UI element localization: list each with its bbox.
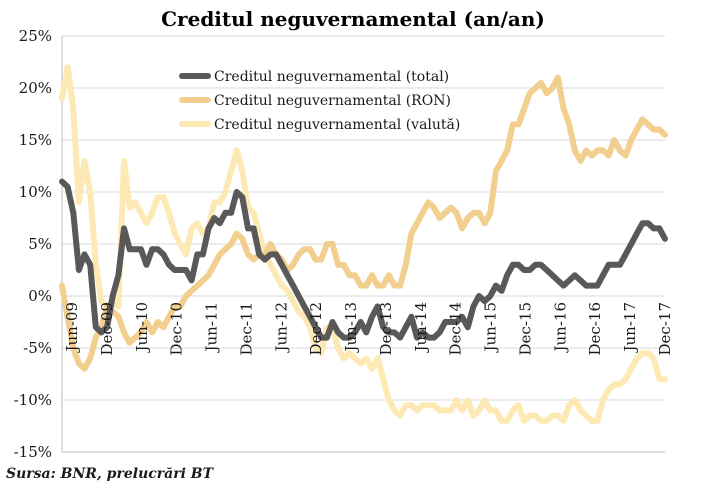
series-lines <box>59 64 668 424</box>
x-tick-label: Dec-10 <box>168 302 186 355</box>
y-tick-label: 25% <box>19 27 52 45</box>
y-tick-label: 10% <box>19 183 52 201</box>
x-tick-label: Jun-10 <box>133 302 151 354</box>
legend-label: Creditul neguvernamental (valută) <box>214 117 460 133</box>
x-tick-label: Dec-12 <box>307 302 325 355</box>
x-tick-label: Dec-13 <box>377 302 395 355</box>
source-note: Sursa: BNR, prelucrări BT <box>6 466 215 482</box>
x-tick-label: Jun-15 <box>482 302 500 354</box>
series-line-0 <box>59 178 668 341</box>
x-tick-labels: Jun-09 Dec-09 Jun-10 Dec-10 Jun-11 Dec-11 Jun-… <box>63 302 674 355</box>
y-tick-label: -10% <box>14 391 52 409</box>
x-tick-label: Jun-14 <box>412 302 430 354</box>
x-tick-label: Jun-16 <box>551 302 569 354</box>
y-tick-label: 5% <box>28 235 52 253</box>
y-tick-label: 15% <box>19 131 52 149</box>
legend-label: Creditul neguvernamental (RON) <box>214 93 451 109</box>
series-line-2 <box>59 64 668 424</box>
y-tick-label: 20% <box>19 79 52 97</box>
x-tick-label: Jun-13 <box>342 302 360 354</box>
y-tick-label: -5% <box>23 339 52 357</box>
legend-label: Creditul neguvernamental (total) <box>214 69 449 85</box>
x-tick-label: Jun-17 <box>621 302 639 354</box>
x-tick-label: Dec-09 <box>98 302 116 355</box>
series-line-1 <box>59 74 668 372</box>
legend: Creditul neguvernamental (total) Creditul… <box>179 69 460 133</box>
y-tick-label: 0% <box>28 287 52 305</box>
x-tick-label: Dec-14 <box>447 302 465 355</box>
x-tick-label: Jun-11 <box>203 302 221 354</box>
y-tick-label: -15% <box>14 443 52 461</box>
x-tick-label: Jun-09 <box>63 302 81 354</box>
x-tick-label: Dec-17 <box>656 302 674 355</box>
chart-title: Creditul neguvernamental (an/an) <box>161 7 545 31</box>
x-tick-label: Dec-16 <box>586 302 604 355</box>
x-tick-label: Dec-11 <box>237 302 255 355</box>
x-tick-label: Dec-15 <box>516 302 534 355</box>
y-tick-labels: 25% 20% 15% 10% 5% 0% -5% -10% -15% <box>14 27 52 461</box>
x-tick-label: Jun-12 <box>272 302 290 354</box>
